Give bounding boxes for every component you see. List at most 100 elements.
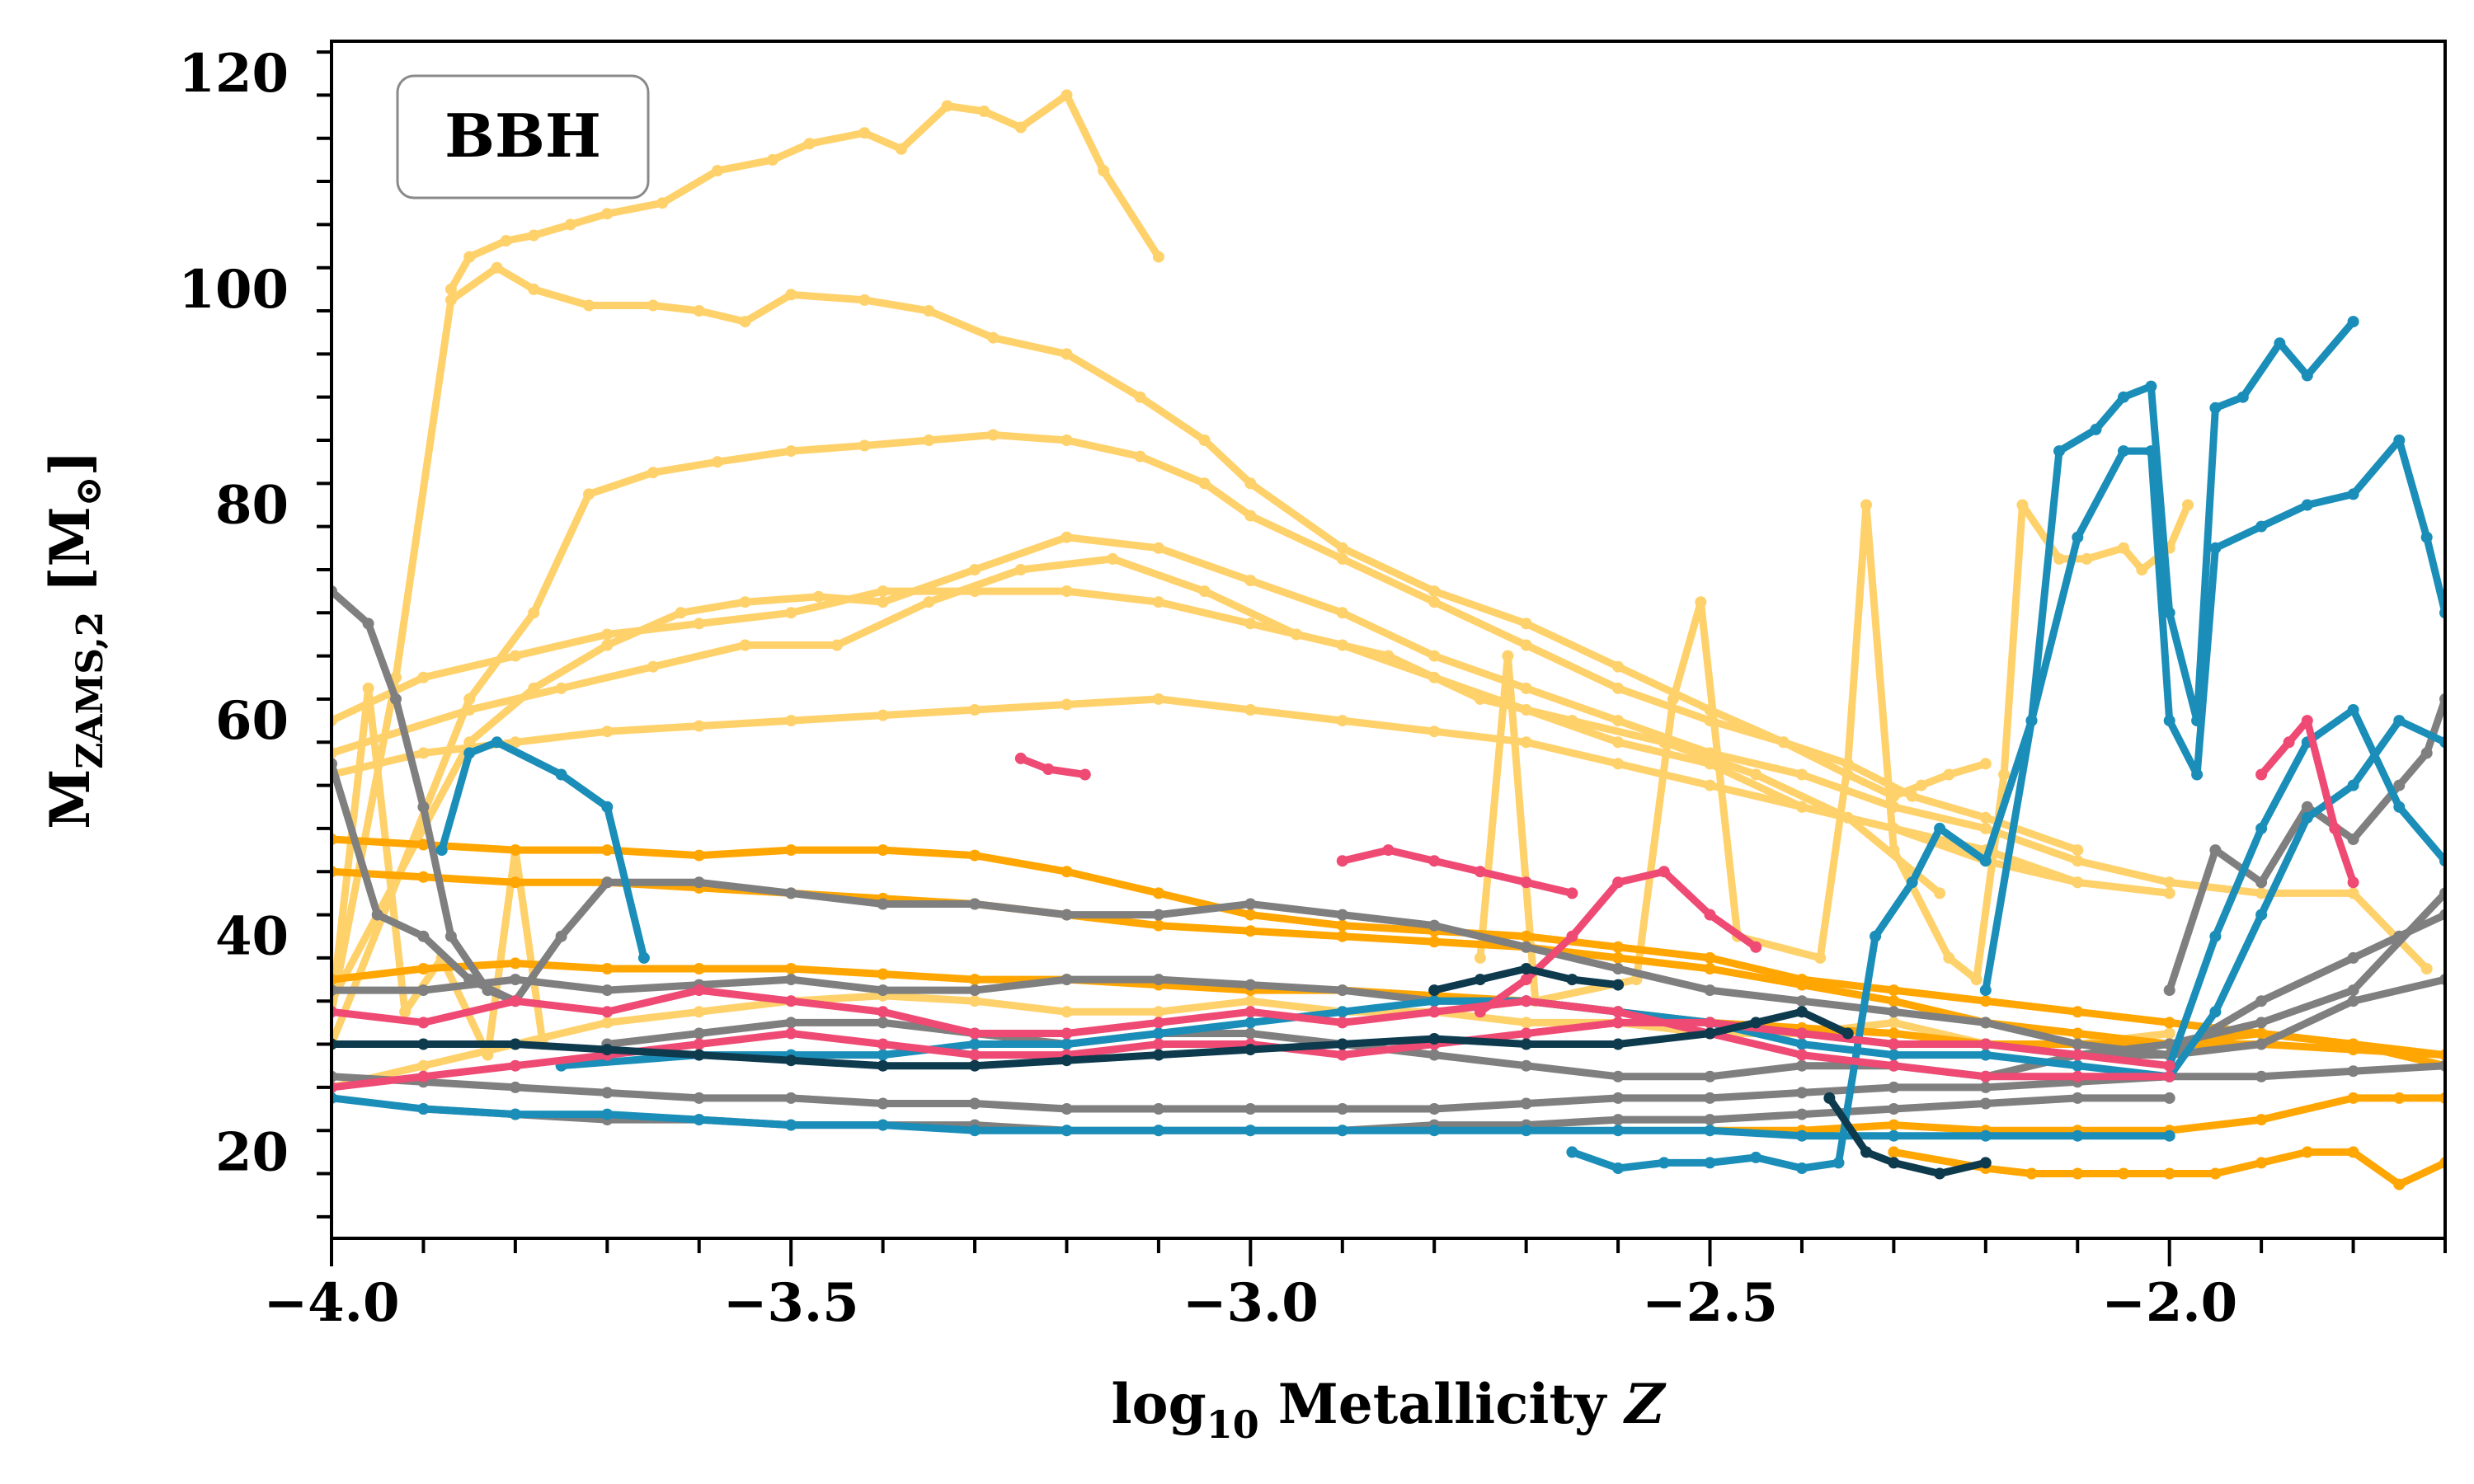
data-point bbox=[877, 1059, 889, 1072]
data-point bbox=[390, 693, 402, 705]
data-point bbox=[2081, 552, 2093, 565]
data-point bbox=[417, 963, 430, 974]
data-point bbox=[1061, 348, 1073, 360]
data-point bbox=[1474, 951, 1486, 964]
data-point bbox=[1979, 1049, 1992, 1061]
data-point bbox=[739, 596, 751, 608]
data-point bbox=[1704, 984, 1716, 997]
data-point bbox=[2347, 1146, 2359, 1158]
series-line bbox=[1338, 846, 1576, 897]
data-point bbox=[1888, 1129, 1900, 1142]
data-point bbox=[583, 488, 595, 500]
data-point bbox=[2118, 391, 2129, 403]
data-point bbox=[923, 305, 935, 317]
data-point bbox=[1098, 165, 1110, 176]
data-point bbox=[1979, 984, 1992, 997]
data-point bbox=[1704, 963, 1716, 974]
series-18 bbox=[332, 1059, 2445, 1115]
data-point bbox=[1152, 974, 1164, 986]
data-point bbox=[509, 1059, 521, 1072]
data-point bbox=[2053, 552, 2065, 565]
data-point bbox=[371, 909, 383, 921]
data-point bbox=[1152, 1017, 1164, 1029]
data-point bbox=[877, 898, 889, 910]
data-point bbox=[1612, 1114, 1625, 1126]
series-32 bbox=[1474, 866, 1762, 1018]
data-point bbox=[601, 208, 614, 220]
data-point bbox=[2255, 887, 2268, 899]
data-point bbox=[1152, 1027, 1164, 1040]
data-point bbox=[1061, 1054, 1073, 1067]
data-point bbox=[1382, 844, 1395, 857]
data-point bbox=[1860, 499, 1872, 511]
data-point bbox=[2072, 1049, 2084, 1061]
data-point bbox=[2145, 445, 2157, 458]
data-point bbox=[1244, 979, 1257, 991]
series-29 bbox=[332, 984, 2175, 1082]
data-point bbox=[739, 316, 751, 328]
data-point bbox=[1943, 951, 1955, 964]
data-point bbox=[1520, 639, 1532, 651]
data-point bbox=[2072, 1129, 2084, 1142]
data-point bbox=[601, 1044, 614, 1056]
data-point bbox=[877, 596, 889, 608]
data-point bbox=[509, 1108, 521, 1120]
data-point bbox=[923, 434, 935, 446]
data-point bbox=[1704, 1157, 1716, 1169]
data-point bbox=[2191, 768, 2204, 781]
data-point bbox=[1612, 1038, 1625, 1050]
data-point bbox=[2301, 811, 2313, 824]
data-point bbox=[509, 974, 521, 986]
data-point bbox=[463, 693, 476, 705]
data-point bbox=[1520, 1038, 1532, 1050]
series-line bbox=[438, 738, 648, 962]
data-point bbox=[2163, 1017, 2175, 1029]
data-point bbox=[858, 127, 871, 139]
data-point bbox=[1888, 844, 1900, 857]
data-point bbox=[1152, 596, 1164, 608]
data-point bbox=[693, 618, 705, 630]
data-point bbox=[1061, 1038, 1073, 1050]
data-point bbox=[2209, 844, 2222, 857]
data-point bbox=[1888, 1006, 1900, 1018]
data-point bbox=[2255, 520, 2268, 533]
data-point bbox=[812, 590, 825, 603]
data-point bbox=[2182, 499, 2194, 511]
data-point bbox=[2072, 1092, 2084, 1104]
data-point bbox=[2347, 1065, 2359, 1078]
data-point bbox=[1888, 1081, 1900, 1093]
data-point bbox=[1061, 909, 1073, 921]
data-point bbox=[1566, 974, 1578, 986]
data-point bbox=[601, 726, 614, 738]
data-point bbox=[1832, 1157, 1845, 1169]
data-point bbox=[601, 984, 614, 997]
data-point bbox=[417, 1103, 430, 1115]
data-point bbox=[803, 138, 816, 150]
data-point bbox=[1244, 575, 1257, 587]
series-line bbox=[332, 1062, 2445, 1113]
data-point bbox=[2072, 1027, 2084, 1040]
data-point bbox=[509, 876, 521, 889]
data-point bbox=[1612, 736, 1625, 749]
data-point bbox=[969, 849, 981, 862]
data-point bbox=[1823, 1092, 1836, 1104]
data-point bbox=[2163, 1092, 2175, 1104]
series-34 bbox=[332, 1006, 1854, 1072]
data-point bbox=[2347, 834, 2359, 845]
data-point bbox=[1814, 951, 1827, 964]
data-point bbox=[1520, 974, 1532, 986]
data-point bbox=[1520, 682, 1532, 694]
data-point bbox=[1888, 1049, 1900, 1061]
data-point bbox=[1796, 1162, 1808, 1174]
data-point bbox=[1915, 779, 1927, 791]
data-point bbox=[2347, 316, 2359, 328]
data-point bbox=[969, 564, 981, 575]
x-tick-label: −3.0 bbox=[1183, 1272, 1319, 1334]
data-point bbox=[1979, 1038, 1992, 1050]
data-point bbox=[1612, 1092, 1625, 1104]
data-point bbox=[1998, 768, 2011, 781]
data-point bbox=[1979, 822, 1992, 834]
data-point bbox=[1796, 1038, 1808, 1050]
data-point bbox=[877, 709, 889, 721]
